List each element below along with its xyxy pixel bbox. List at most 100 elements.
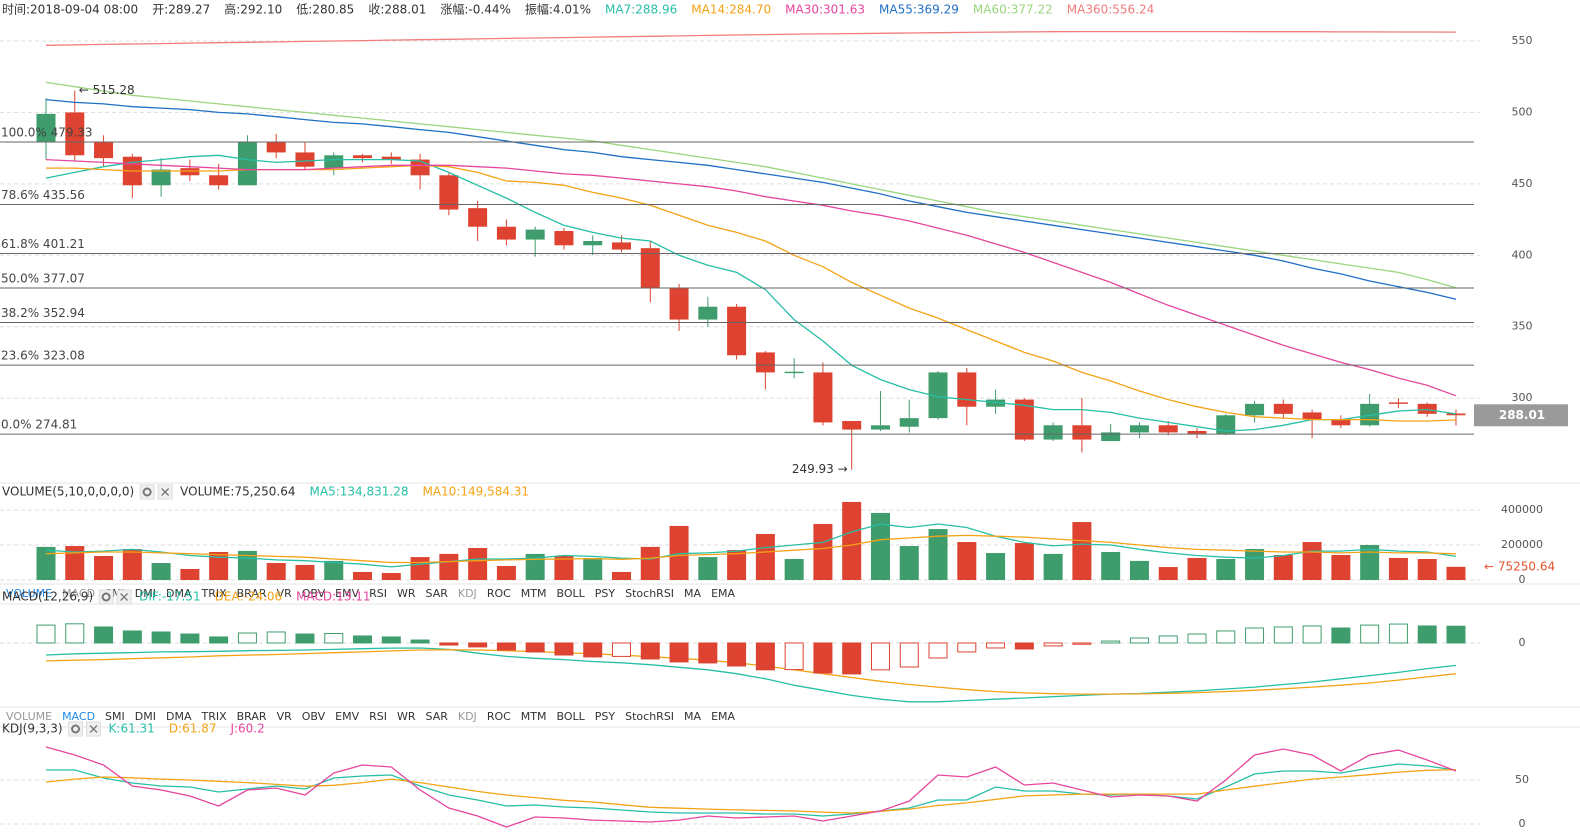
candle-body xyxy=(583,241,603,246)
indicator-tab[interactable]: MACD xyxy=(62,587,95,600)
indicator-tab[interactable]: BOLL xyxy=(557,710,586,723)
indicator-tab[interactable]: VR xyxy=(277,587,293,600)
volume-bar xyxy=(1043,553,1063,580)
volume-bar xyxy=(381,572,401,580)
volume-bar xyxy=(1129,560,1149,580)
indicator-tab[interactable]: WR xyxy=(397,710,416,723)
indicator-tab[interactable]: StochRSI xyxy=(625,710,674,723)
indicator-tab[interactable]: DMI xyxy=(135,587,156,600)
settings-button[interactable] xyxy=(68,721,84,737)
indicator-tab[interactable]: ROC xyxy=(487,710,511,723)
settings-button[interactable] xyxy=(139,484,155,500)
indicator-tab[interactable]: DMI xyxy=(135,710,156,723)
volume-bar xyxy=(209,551,229,580)
macd-bar xyxy=(899,642,919,668)
candle-body xyxy=(1072,425,1092,440)
settings-button[interactable] xyxy=(98,589,114,605)
volume-bar xyxy=(1302,542,1322,580)
indicator-tab[interactable]: PSY xyxy=(595,587,616,600)
candle-body xyxy=(727,306,747,356)
indicator-tab[interactable]: KDJ xyxy=(458,587,477,600)
macd-bar xyxy=(698,642,718,664)
macd-bar xyxy=(1072,642,1092,645)
indicator-tab[interactable]: BRAR xyxy=(237,587,267,600)
indicator-tab[interactable]: BOLL xyxy=(557,587,586,600)
candle-body xyxy=(295,152,315,167)
indicator-line xyxy=(45,154,1457,432)
header-item: 时间:2018-09-04 08:00 xyxy=(2,3,138,17)
macd-bar xyxy=(1388,623,1408,644)
indicator-tab[interactable]: MTM xyxy=(521,587,547,600)
indicator-tab[interactable]: VOLUME xyxy=(6,587,52,600)
legend-item: MA55:369.29 xyxy=(879,3,959,17)
macd-bar xyxy=(151,631,171,644)
macd-bar xyxy=(439,642,459,646)
volume-bar xyxy=(842,501,862,580)
y-tick-label: 200000 xyxy=(1501,538,1543,551)
indicator-tab[interactable]: TRIX xyxy=(200,710,227,723)
legend-item: D:61.87 xyxy=(169,722,217,736)
legend-item: VOLUME:75,250.64 xyxy=(180,485,295,499)
macd-bar xyxy=(65,623,85,644)
macd-bar xyxy=(612,642,631,657)
volume-bar xyxy=(1331,554,1351,580)
y-tick-label: 350 xyxy=(1512,320,1533,333)
indicator-tab[interactable]: PSY xyxy=(595,710,616,723)
indicator-tab[interactable]: SAR xyxy=(426,710,449,723)
indicator-tab[interactable]: SAR xyxy=(426,587,449,600)
legend-item: J:60.2 xyxy=(229,722,264,736)
volume-bar xyxy=(496,565,516,580)
indicator-tab[interactable]: EMV xyxy=(335,710,359,723)
indicator-tab[interactable]: EMA xyxy=(711,587,735,600)
volume-bar xyxy=(1446,566,1466,580)
indicator-tab[interactable]: MA xyxy=(684,710,701,723)
macd-bar xyxy=(986,642,1006,649)
indicator-line xyxy=(45,30,1457,46)
indicator-tab[interactable]: EMV xyxy=(335,587,359,600)
indicator-tab[interactable]: RSI xyxy=(369,587,387,600)
indicator-tab[interactable]: MA xyxy=(684,587,701,600)
macd-bar xyxy=(496,642,516,651)
indicator-tab[interactable]: DMA xyxy=(166,710,192,723)
fib-label: 61.8% 401.21 xyxy=(1,237,85,251)
candle-body xyxy=(1014,399,1034,440)
indicator-tab[interactable]: TRIX xyxy=(200,587,227,600)
macd-bar xyxy=(122,630,142,644)
macd-bar xyxy=(842,642,862,675)
indicator-tab[interactable]: VR xyxy=(277,710,293,723)
volume-bar xyxy=(698,557,718,580)
candle-body xyxy=(1446,413,1466,416)
indicator-tab[interactable]: KDJ xyxy=(458,710,477,723)
macd-bar xyxy=(583,642,603,658)
candle-body xyxy=(755,352,775,373)
indicator-tab[interactable]: ROC xyxy=(487,587,511,600)
indicator-tab[interactable]: RSI xyxy=(369,710,387,723)
indicator-tab[interactable]: WR xyxy=(397,587,416,600)
candle-body xyxy=(1043,425,1063,440)
indicator-line xyxy=(45,81,1457,289)
indicator-tab[interactable]: SMI xyxy=(105,710,125,723)
volume-bar xyxy=(94,556,114,580)
indicator-tab[interactable]: MTM xyxy=(521,710,547,723)
legend-item: MA5:134,831.28 xyxy=(310,485,409,499)
high-annotation: ← 515.28 xyxy=(79,83,135,97)
indicator-tab[interactable]: OBV xyxy=(302,710,326,723)
macd-bar xyxy=(1158,635,1178,644)
indicator-tab[interactable]: StochRSI xyxy=(625,587,674,600)
indicator-tab[interactable]: VOLUME xyxy=(6,710,52,723)
macd-bar xyxy=(1216,630,1236,644)
indicator-tab[interactable]: BRAR xyxy=(237,710,267,723)
fib-label: 78.6% 435.56 xyxy=(1,188,85,202)
panel-title: MACD(12,26,9) xyxy=(2,590,93,604)
indicator-tab[interactable]: DMA xyxy=(166,587,192,600)
volume-bar xyxy=(986,553,1006,580)
close-icon xyxy=(161,488,170,496)
y-tick-label: 300 xyxy=(1512,391,1533,404)
volume-bar xyxy=(122,549,142,580)
indicator-tab[interactable]: OBV xyxy=(302,587,326,600)
candle-body xyxy=(698,306,718,320)
indicator-tab[interactable]: MACD xyxy=(62,710,95,723)
volume-bar xyxy=(266,563,286,580)
volume-bar xyxy=(1187,557,1207,580)
indicator-tab[interactable]: EMA xyxy=(711,710,735,723)
